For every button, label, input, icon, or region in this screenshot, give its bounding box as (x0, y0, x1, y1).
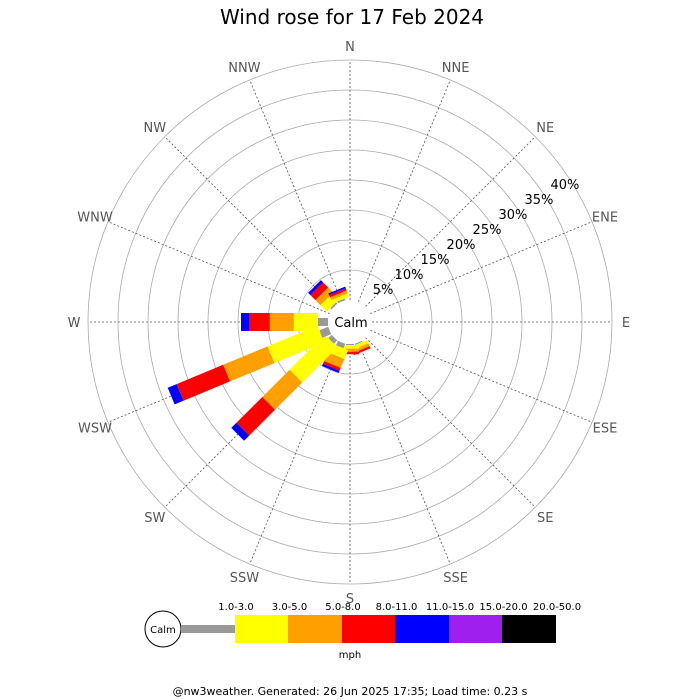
spoke-nnw (249, 79, 342, 302)
ring-label-1: 5% (373, 283, 394, 298)
direction-label-ese: ESE (593, 422, 618, 437)
bar-w-bin-5 (241, 313, 250, 331)
legend-swatch-4 (342, 615, 395, 643)
ring-label-7: 35% (524, 193, 553, 208)
bar-w-bin-1 (317, 318, 328, 326)
legend-label-3: 5.0-8.0 (325, 602, 360, 613)
direction-label-ne: NE (536, 121, 554, 136)
bar-sw-bin-4 (236, 397, 275, 436)
bar-sw-bin-5 (231, 422, 250, 441)
calm-label: Calm (334, 316, 367, 331)
legend-calm-label: Calm (150, 625, 176, 636)
bar-wsw-bin-1 (319, 326, 332, 338)
direction-label-nne: NNE (442, 61, 470, 76)
ring-label-4: 20% (447, 238, 476, 253)
legend-label-6: 15.0-20.0 (479, 602, 527, 613)
bar-w-bin-2 (293, 313, 318, 331)
bar-ssw-bin-1 (336, 340, 346, 349)
bar-s-bin-1 (346, 344, 354, 346)
direction-label-wsw: WSW (78, 422, 112, 437)
bar-sw-bin-1 (328, 334, 338, 344)
legend-label-2: 3.0-5.0 (272, 602, 307, 613)
spoke-ese (370, 330, 593, 423)
calm-circle (328, 300, 372, 344)
direction-label-ene: ENE (592, 210, 618, 225)
ring-label-8: 40% (550, 178, 579, 193)
bar-sw-bin-2 (289, 334, 338, 383)
legend-label-4: 8.0-11.0 (376, 602, 418, 613)
bar-wsw-bin-2 (267, 325, 325, 364)
calm-circle-group: Calm (328, 300, 372, 344)
bar-w-bin-3 (269, 313, 294, 331)
bar-wsw-bin-3 (223, 346, 275, 382)
spoke-wnw (107, 221, 330, 314)
chart-title: Wind rose for 17 Feb 2024 (220, 5, 484, 29)
bar-sw-bin-3 (262, 369, 303, 410)
direction-label-nw: NW (144, 121, 167, 136)
bar-w-bin-4 (249, 313, 270, 331)
bar-ssw-bin-3 (324, 352, 345, 368)
direction-label-ssw: SSW (230, 571, 260, 586)
legend-label-5: 11.0-15.0 (426, 602, 474, 613)
bar-nnw-bin-4 (329, 288, 347, 298)
legend-label-7: 20.0-50.0 (533, 602, 581, 613)
legend-swatch-1 (181, 625, 235, 633)
bar-nnw-bin-1 (337, 298, 346, 304)
legend: Calm 1.0-3.0 3.0-5.0 5.0-8.0 8.0-11.0 11.0-1… (144, 602, 581, 661)
bar-wsw-bin-4 (176, 364, 230, 401)
footer-text: @nw3weather. Generated: 26 Jun 2025 17:3… (173, 685, 528, 698)
ring-labels: 5%10%15%20%25%30%35%40% (373, 178, 580, 298)
legend-swatch-2 (235, 615, 288, 643)
direction-label-s: S (346, 592, 354, 607)
ring-label-3: 15% (421, 253, 450, 268)
bar-wsw-bin-5 (167, 384, 184, 405)
spoke-nne (358, 79, 451, 302)
bar-nw-bin-3 (315, 287, 334, 306)
ring-label-6: 30% (498, 208, 527, 223)
legend-unit: mph (339, 650, 361, 661)
ring-label-5: 25% (473, 223, 502, 238)
bar-nw-bin-5 (308, 280, 323, 295)
bar-ssw-bin-5 (322, 363, 340, 373)
bar-nnw-bin-5 (328, 286, 346, 296)
direction-label-sw: SW (144, 511, 165, 526)
direction-label-w: W (68, 316, 81, 331)
direction-label-wnw: WNW (77, 210, 113, 225)
direction-label-sse: SSE (443, 571, 468, 586)
legend-swatch-6 (449, 615, 502, 643)
bar-sse-bin-1 (354, 340, 363, 345)
direction-label-e: E (622, 316, 630, 331)
wind-wedges (167, 280, 371, 441)
direction-label-se: SE (537, 511, 553, 526)
bar-nw-bin-4 (310, 282, 329, 301)
bar-ssw-bin-4 (322, 361, 341, 371)
spoke-ene (370, 221, 593, 314)
spoke-ssw (249, 342, 342, 565)
legend-swatch-7 (502, 615, 556, 643)
legend-label-1: 1.0-3.0 (218, 602, 253, 613)
bar-nnw-bin-3 (330, 290, 348, 301)
direction-label-nnw: NNW (228, 61, 260, 76)
bar-nnw-bin-2 (331, 293, 350, 304)
legend-swatches: 1.0-3.0 3.0-5.0 5.0-8.0 8.0-11.0 11.0-15.0 15… (181, 602, 581, 643)
bar-nw-bin-1 (330, 302, 338, 310)
ring-label-2: 10% (395, 268, 424, 283)
legend-swatch-5 (395, 615, 449, 643)
spoke-sse (358, 342, 451, 565)
grid-ring-8 (87, 59, 613, 585)
legend-swatch-3 (288, 615, 342, 643)
direction-labels: N NNE NE ENE E ESE SE SSE S SSW SW WSW W WNW NW NNW (68, 40, 631, 607)
direction-label-n: N (345, 40, 355, 55)
bar-s-bin-2 (341, 345, 359, 349)
polar-grid (87, 59, 613, 585)
